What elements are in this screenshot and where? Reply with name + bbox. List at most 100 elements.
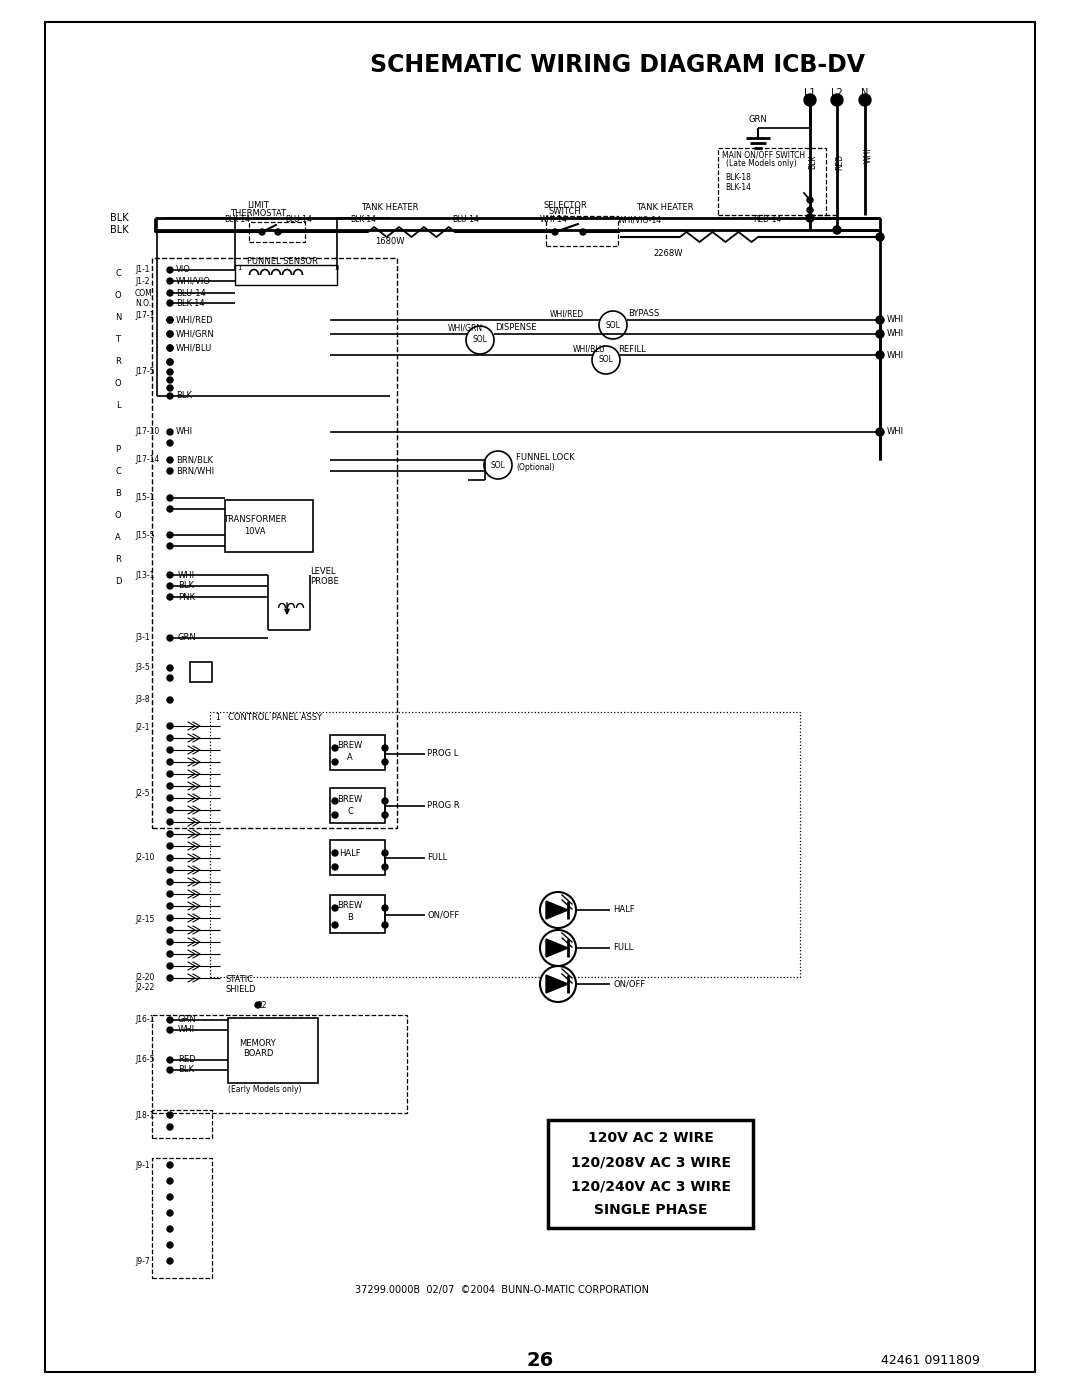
Text: BLK: BLK: [178, 581, 194, 591]
Circle shape: [382, 745, 388, 752]
Text: COM: COM: [135, 289, 152, 298]
Text: WHI/RED: WHI/RED: [550, 310, 584, 319]
Text: J1-1: J1-1: [135, 265, 149, 274]
Text: FUNNEL SENSOR: FUNNEL SENSOR: [247, 257, 318, 267]
Circle shape: [167, 369, 173, 374]
Text: WHI: WHI: [864, 147, 873, 162]
Text: BLK: BLK: [178, 1066, 194, 1074]
Circle shape: [167, 1210, 173, 1215]
Circle shape: [167, 345, 173, 351]
Circle shape: [382, 849, 388, 856]
Bar: [235, 265, 337, 285]
Text: WHI/BLU: WHI/BLU: [573, 345, 606, 353]
Text: DISPENSE: DISPENSE: [495, 324, 537, 332]
Circle shape: [167, 457, 173, 462]
Text: CONTROL PANEL ASSY: CONTROL PANEL ASSY: [228, 712, 322, 721]
Text: BLK-14: BLK-14: [725, 183, 751, 193]
Text: WHI/VIO: WHI/VIO: [176, 277, 211, 285]
Circle shape: [167, 1112, 173, 1118]
Text: J3-1: J3-1: [135, 633, 150, 643]
Text: J17-1: J17-1: [135, 312, 154, 320]
Circle shape: [465, 326, 494, 353]
Circle shape: [167, 759, 173, 766]
Circle shape: [167, 939, 173, 944]
Text: ON/OFF: ON/OFF: [613, 979, 645, 989]
Text: B: B: [347, 914, 353, 922]
Text: BLK-14: BLK-14: [176, 299, 204, 307]
Circle shape: [332, 863, 338, 870]
Circle shape: [332, 849, 338, 856]
Circle shape: [167, 963, 173, 970]
Text: SOL: SOL: [606, 320, 620, 330]
Text: WHI: WHI: [887, 330, 904, 338]
Circle shape: [167, 1194, 173, 1200]
Text: 22: 22: [258, 1000, 268, 1010]
Circle shape: [167, 583, 173, 590]
Text: SWITCH: SWITCH: [549, 208, 581, 217]
Text: J1-2: J1-2: [135, 277, 149, 285]
Text: J2-10: J2-10: [135, 854, 154, 862]
Circle shape: [859, 94, 870, 106]
Circle shape: [167, 951, 173, 957]
Bar: [330, 895, 384, 933]
Circle shape: [167, 300, 173, 306]
Text: PNK: PNK: [178, 592, 195, 602]
Text: ON/OFF: ON/OFF: [427, 911, 459, 919]
Bar: [190, 662, 212, 682]
Circle shape: [167, 747, 173, 753]
Circle shape: [167, 543, 173, 549]
Circle shape: [382, 922, 388, 928]
Circle shape: [332, 745, 338, 752]
Circle shape: [332, 759, 338, 766]
Text: BRN/BLK: BRN/BLK: [176, 455, 213, 464]
Text: 120/208V AC 3 WIRE: 120/208V AC 3 WIRE: [571, 1155, 731, 1169]
Bar: [330, 840, 384, 875]
Polygon shape: [546, 939, 568, 957]
Text: 37299.0000B  02/07  ©2004  BUNN-O-MATIC CORPORATION: 37299.0000B 02/07 ©2004 BUNN-O-MATIC COR…: [355, 1285, 649, 1295]
Circle shape: [167, 317, 173, 323]
Text: TANK HEATER: TANK HEATER: [636, 203, 693, 211]
Circle shape: [382, 812, 388, 819]
Circle shape: [167, 1162, 173, 1168]
Circle shape: [167, 795, 173, 800]
Circle shape: [167, 429, 173, 434]
Text: N: N: [862, 88, 868, 98]
Text: BREW: BREW: [337, 795, 363, 803]
Text: BLK-14: BLK-14: [350, 215, 376, 225]
Circle shape: [540, 893, 576, 928]
Text: SINGLE PHASE: SINGLE PHASE: [594, 1203, 707, 1217]
Text: J15-1: J15-1: [135, 493, 154, 503]
Text: J2-1: J2-1: [135, 724, 149, 732]
Text: 120V AC 2 WIRE: 120V AC 2 WIRE: [589, 1132, 714, 1146]
Text: A: A: [347, 753, 353, 763]
Bar: [152, 1016, 407, 1113]
Circle shape: [167, 359, 173, 365]
Text: GRN: GRN: [748, 115, 768, 123]
Text: MAIN ON/OFF SWITCH: MAIN ON/OFF SWITCH: [723, 151, 805, 159]
Text: C: C: [116, 270, 121, 278]
Text: BLK: BLK: [176, 391, 192, 401]
Text: THERMOSTAT: THERMOSTAT: [230, 208, 286, 218]
Text: N.O.: N.O.: [135, 299, 151, 307]
Circle shape: [167, 291, 173, 296]
Circle shape: [167, 506, 173, 511]
Text: GRN: GRN: [178, 1016, 197, 1024]
Circle shape: [167, 571, 173, 578]
Text: 1: 1: [237, 265, 242, 271]
Circle shape: [592, 346, 620, 374]
Circle shape: [167, 842, 173, 849]
Circle shape: [167, 724, 173, 729]
Text: RED: RED: [178, 1056, 195, 1065]
Text: J13-1: J13-1: [135, 570, 154, 580]
Text: BLU-14: BLU-14: [176, 289, 206, 298]
Circle shape: [167, 1027, 173, 1032]
Circle shape: [167, 440, 173, 446]
Text: WHI-14: WHI-14: [540, 215, 568, 225]
Circle shape: [876, 316, 885, 324]
Text: B: B: [116, 489, 121, 499]
Circle shape: [167, 915, 173, 921]
Text: SOL: SOL: [598, 355, 613, 365]
Circle shape: [167, 1259, 173, 1264]
Circle shape: [167, 868, 173, 873]
Circle shape: [876, 351, 885, 359]
